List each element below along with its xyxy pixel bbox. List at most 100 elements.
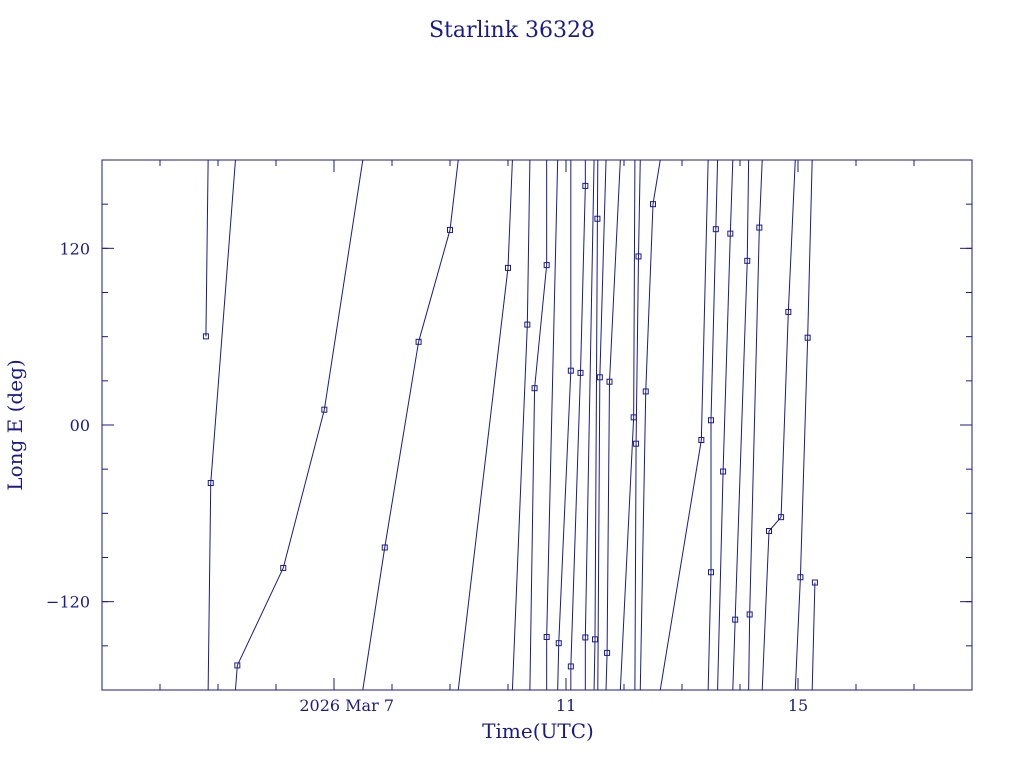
data-point xyxy=(720,468,727,475)
data-point xyxy=(531,385,538,392)
data-point xyxy=(447,226,453,233)
data-point xyxy=(604,649,611,656)
data-point xyxy=(577,369,584,376)
data-point xyxy=(650,201,656,208)
series-segment xyxy=(362,547,386,690)
data-point xyxy=(797,574,804,581)
data-point xyxy=(321,406,328,413)
series-segment xyxy=(384,341,420,548)
series-segment xyxy=(761,530,770,690)
data-point xyxy=(746,611,753,618)
series-segment xyxy=(634,443,637,690)
series-segment xyxy=(652,160,661,205)
series-segment xyxy=(639,391,647,690)
series-segment xyxy=(715,160,719,230)
data-point xyxy=(804,334,811,341)
series-segment xyxy=(748,614,751,690)
y-tick-label: 00 xyxy=(70,416,90,435)
data-point xyxy=(555,640,562,647)
data-point xyxy=(280,564,287,571)
series-segment xyxy=(606,381,610,653)
data-point xyxy=(633,440,640,447)
data-point xyxy=(708,417,714,424)
series-segment xyxy=(638,160,641,257)
series-segment xyxy=(593,639,596,690)
data-point xyxy=(708,569,714,576)
series-segment xyxy=(210,160,236,484)
x-axis-label: Time(UTC) xyxy=(482,719,594,743)
series-segment xyxy=(597,377,601,690)
series-segment xyxy=(558,370,572,644)
data-point xyxy=(642,388,649,395)
series-segment xyxy=(507,160,513,268)
series-segment xyxy=(207,482,212,690)
series-segment xyxy=(205,160,209,337)
data-point xyxy=(524,321,531,328)
tick-labels: 2026 Mar 7 11 15 120 00 −120 xyxy=(46,239,808,715)
series-segment xyxy=(811,582,816,690)
series-segment xyxy=(449,160,459,230)
series-segment xyxy=(645,204,654,392)
series-segment xyxy=(557,643,560,690)
series-segment xyxy=(758,160,763,228)
series-segment xyxy=(707,572,712,690)
marker-group xyxy=(202,182,818,670)
series-segment xyxy=(457,267,509,690)
data-point xyxy=(567,663,574,670)
series-segment xyxy=(580,185,586,373)
series-segment xyxy=(236,567,284,666)
data-point xyxy=(543,262,550,269)
series-segment xyxy=(282,409,325,569)
data-point xyxy=(712,226,719,233)
series-segment xyxy=(619,417,635,690)
data-point xyxy=(756,224,763,231)
series-segment xyxy=(605,652,608,690)
series-segment xyxy=(749,227,760,615)
data-point xyxy=(505,264,511,271)
chart-title: Starlink 36328 xyxy=(429,18,595,43)
series-segment xyxy=(780,311,789,518)
series-segment xyxy=(599,160,607,378)
data-point xyxy=(785,308,792,315)
series-segment xyxy=(729,160,734,234)
series-segment xyxy=(234,665,238,690)
series-segment xyxy=(633,160,636,418)
series-segment xyxy=(732,619,736,690)
series-segment xyxy=(570,372,581,667)
data-point xyxy=(582,634,589,641)
x-tick-label: 15 xyxy=(788,696,808,715)
data-point xyxy=(202,333,209,340)
series-segment xyxy=(546,160,559,638)
data-point xyxy=(630,414,637,421)
series-segment xyxy=(529,388,536,690)
major-ticks xyxy=(102,160,972,690)
data-point xyxy=(766,528,772,534)
series-segment xyxy=(418,229,451,342)
data-point xyxy=(415,338,422,345)
series-segment xyxy=(534,265,548,389)
y-tick-label: −120 xyxy=(46,593,90,612)
series-segment xyxy=(710,229,717,421)
series-segment xyxy=(717,471,724,690)
series-segment xyxy=(807,160,813,338)
series-segment xyxy=(584,160,595,638)
data-point xyxy=(698,437,705,444)
data-point xyxy=(207,480,214,487)
x-tick-label: 11 xyxy=(556,696,576,715)
data-point xyxy=(732,616,739,623)
series-segment xyxy=(594,218,598,640)
series-segment xyxy=(635,256,639,444)
x-tick-label: 2026 Mar 7 xyxy=(299,696,394,715)
data-point xyxy=(596,374,603,381)
series-segment xyxy=(794,577,801,690)
data-point xyxy=(592,636,598,643)
series-segment xyxy=(787,160,796,312)
data-point xyxy=(234,662,241,669)
data-point xyxy=(635,253,642,260)
data-point xyxy=(744,257,751,264)
series-segment xyxy=(511,324,528,690)
series-group xyxy=(205,160,816,690)
y-axis-label: Long E (deg) xyxy=(3,359,27,490)
series-segment xyxy=(659,439,702,690)
